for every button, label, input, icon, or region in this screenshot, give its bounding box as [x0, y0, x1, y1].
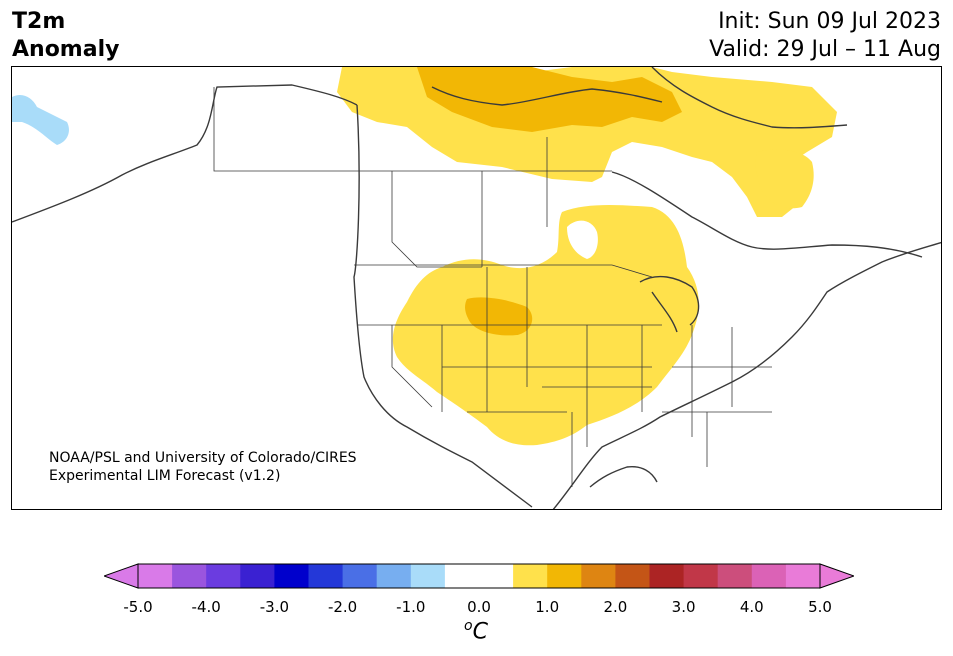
credit-line-1: NOAA/PSL and University of Colorado/CIRE…: [49, 450, 357, 466]
valid-range: Valid: 29 Jul – 11 Aug: [709, 37, 941, 62]
colorbar-bin: [683, 564, 719, 588]
neutral-hole-prairies: [567, 220, 598, 259]
colorbar-tick-label: -2.0: [327, 598, 358, 616]
colorbar-bin: [206, 564, 241, 588]
colorbar-extend-low: [104, 563, 139, 589]
colorbar-bin: [172, 564, 207, 588]
plot-title: T2m Anomaly: [12, 8, 119, 64]
colorbar-tick-label: 2.0: [603, 598, 628, 616]
colorbar-tick-label: 1.0: [535, 598, 560, 616]
colorbar-bin: [444, 564, 480, 588]
colorbar-bin: [376, 564, 412, 588]
colorbar-bin: [615, 564, 650, 588]
plot-subtitle: Init: Sun 09 Jul 2023 Valid: 29 Jul – 11…: [709, 8, 941, 64]
init-date: Init: Sun 09 Jul 2023: [718, 9, 941, 34]
colorbar-bin: [138, 564, 173, 588]
positive-anomaly-arctic-core: [417, 67, 682, 132]
colorbar: [104, 563, 854, 589]
unit-label: oC: [464, 618, 488, 644]
title-line-2: Anomaly: [12, 37, 120, 62]
colorbar-tick-label: -1.0: [396, 598, 426, 616]
anomaly-map: [11, 66, 942, 510]
positive-anomaly-quebec: [755, 149, 814, 209]
colorbar-bin: [547, 564, 582, 588]
colorbar-bin: [274, 564, 309, 588]
colorbar-bin: [785, 564, 821, 588]
colorbar-extend-high: [819, 563, 854, 589]
borders: [213, 87, 772, 487]
unit-base: C: [472, 619, 488, 645]
colorbar-bin: [410, 564, 446, 588]
credit-text: NOAA/PSL and University of Colorado/CIRE…: [49, 449, 357, 485]
unit-sup: o: [464, 618, 473, 634]
colorbar-bin: [649, 564, 685, 588]
credit-line-2: Experimental LIM Forecast (v1.2): [49, 468, 281, 484]
colorbar-bin: [513, 564, 548, 588]
colorbar-tick-label: -5.0: [123, 598, 153, 616]
colorbar-bin: [240, 564, 275, 588]
anomaly-shading: [12, 67, 837, 446]
coastlines: [12, 67, 941, 509]
colorbar-tick-label: 3.0: [671, 598, 696, 616]
colorbar-frame: [137, 563, 821, 589]
colorbar-bin: [308, 564, 344, 588]
colorbar-bin: [751, 564, 787, 588]
colorbar-bin: [581, 564, 616, 588]
colorbar-tick-label: 0.0: [467, 598, 491, 616]
colorbar-tick-label: -3.0: [259, 598, 290, 616]
positive-anomaly-rockies-core: [465, 297, 533, 336]
map-svg: [12, 67, 941, 509]
negative-anomaly-alaska: [12, 95, 69, 145]
colorbar-bin: [342, 564, 378, 588]
colorbar-bin: [479, 564, 514, 588]
title-line-1: T2m: [12, 9, 66, 34]
colorbar-tick-label: 5.0: [808, 598, 832, 616]
colorbar-tick-label: 4.0: [739, 598, 764, 616]
colorbar-bin: [717, 564, 753, 588]
colorbar-tick-label: -4.0: [191, 598, 221, 616]
